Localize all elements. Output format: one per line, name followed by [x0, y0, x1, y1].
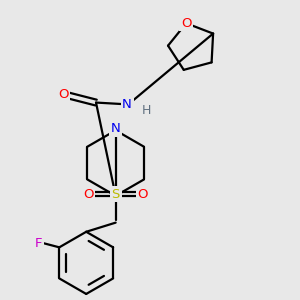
Text: O: O: [83, 188, 94, 201]
Text: S: S: [112, 188, 120, 201]
Text: O: O: [181, 17, 191, 30]
Text: N: N: [122, 98, 132, 111]
Text: O: O: [138, 188, 148, 201]
Text: N: N: [111, 122, 121, 135]
Text: H: H: [142, 104, 152, 117]
Text: O: O: [58, 88, 69, 100]
Text: F: F: [35, 237, 43, 250]
